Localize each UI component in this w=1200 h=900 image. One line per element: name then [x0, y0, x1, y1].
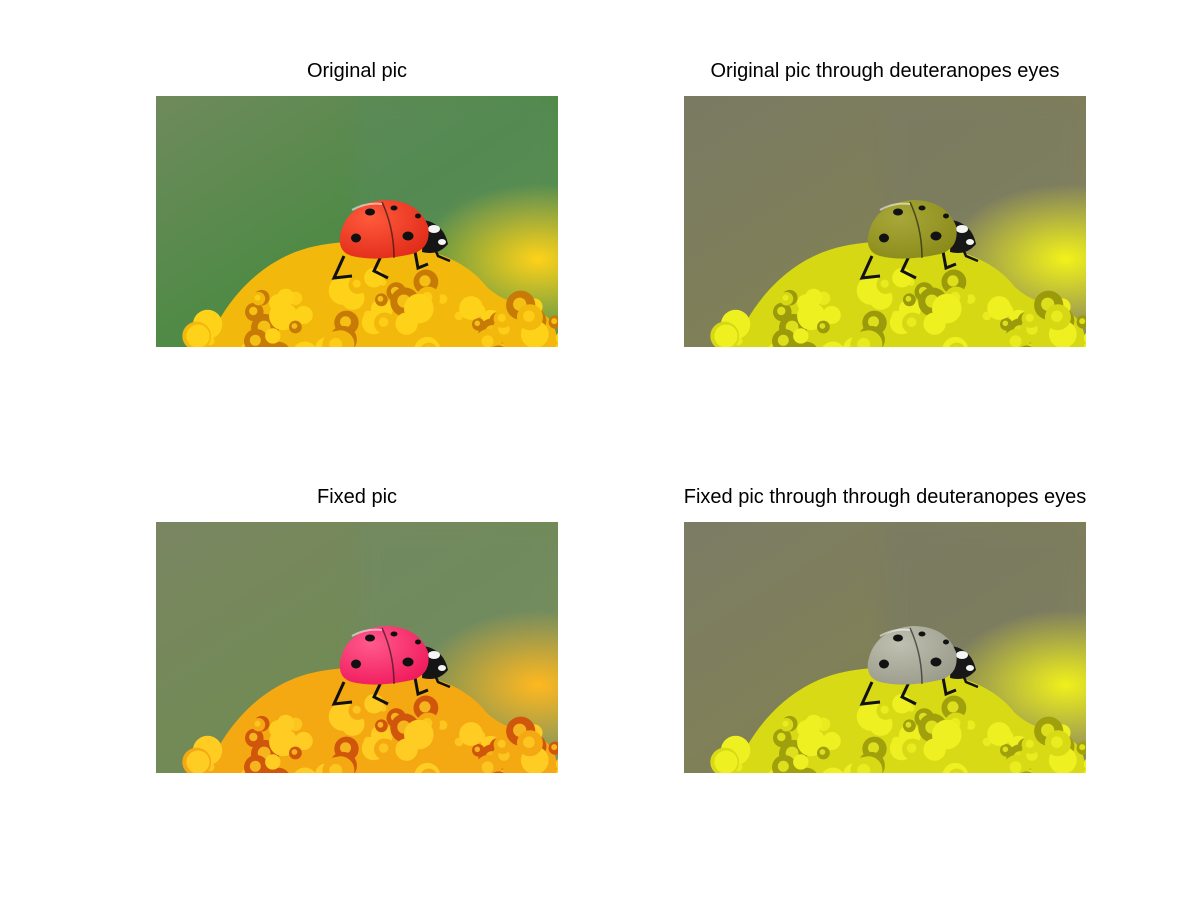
panel-title: Fixed pic — [316, 486, 398, 508]
panel-title: Original pic through deuteranopes eyes — [710, 60, 1060, 82]
ladybug-image — [156, 96, 558, 347]
panel-title: Fixed pic through through deuteranopes e… — [683, 486, 1087, 508]
ladybug-image — [684, 522, 1086, 773]
panel-title: Original pic — [306, 60, 408, 82]
ladybug-image — [684, 96, 1086, 347]
ladybug-image — [156, 522, 558, 773]
